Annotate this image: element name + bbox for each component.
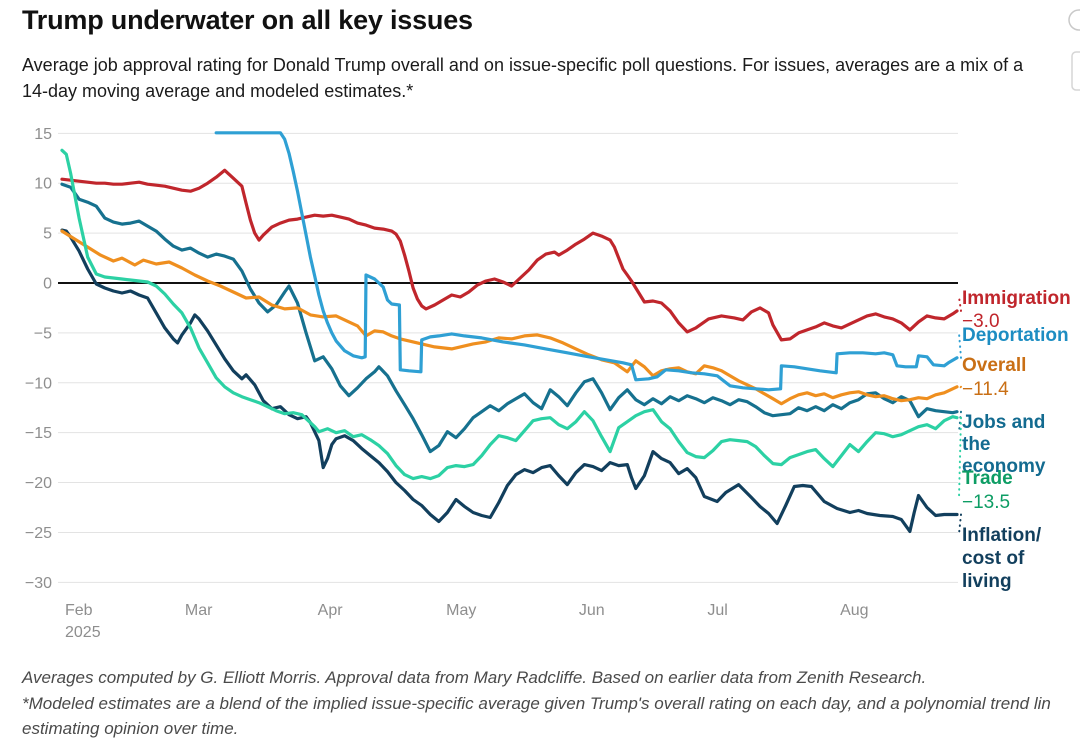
series-line-inflation-cost-of-living	[60, 228, 959, 533]
footnote-modeled-estimates: *Modeled estimates are a blend of the im…	[22, 693, 1051, 713]
series-label: the	[962, 434, 991, 455]
x-tick-label: Jun	[579, 602, 605, 619]
series-label: Inflation/	[962, 525, 1042, 546]
x-tick-label: Apr	[318, 602, 344, 619]
x-tick-label: Aug	[840, 602, 868, 619]
y-tick-label: 5	[43, 226, 52, 243]
series-label: Overall	[962, 355, 1026, 376]
series-label: Trade	[962, 468, 1013, 489]
y-tick-label: −30	[25, 575, 52, 592]
axis-labels: 15 10 5 0 −5 −10 −15 −20 −25 −30 Feb 2025 Mar Apr May J…	[25, 126, 869, 641]
y-tick-label: −20	[25, 475, 52, 492]
series-label: Jobs and	[962, 412, 1045, 433]
series-line-overall	[60, 229, 959, 406]
chart-header: Trump underwater on all key issues Avera…	[22, 5, 1062, 104]
series-value-label: −11.4	[962, 379, 1009, 400]
leader-line	[958, 296, 962, 312]
page-title: Trump underwater on all key issues	[22, 5, 473, 35]
x-tick-year-label: 2025	[65, 624, 101, 641]
series-label: Deportation	[962, 325, 1069, 346]
y-tick-label: 15	[34, 126, 52, 143]
series-label: economy	[962, 456, 1046, 477]
series-line-jobs-and-the-economy	[60, 182, 959, 454]
series-value-label: −3.0	[962, 311, 1000, 332]
leader-line	[958, 513, 962, 535]
leader-line	[958, 416, 962, 499]
series-label: cost of	[962, 548, 1025, 569]
series-label: Immigration	[962, 288, 1071, 309]
series-line-deportation	[214, 131, 959, 392]
share-circle-icon[interactable]	[1068, 9, 1080, 31]
series-lines	[60, 131, 959, 533]
leader-line	[958, 385, 962, 390]
y-tick-label: 0	[43, 276, 52, 293]
chart-footnotes: Averages computed by G. Elliott Morris. …	[22, 665, 1080, 742]
y-tick-label: 10	[34, 176, 52, 193]
x-tick-label: May	[446, 602, 476, 619]
gridlines	[58, 132, 958, 583]
chart-subtitle: Average job approval rating for Donald T…	[22, 55, 1024, 101]
footnote-sources: Averages computed by G. Elliott Morris. …	[22, 668, 927, 687]
x-tick-label: Feb	[65, 602, 93, 619]
x-tick-label: Jul	[707, 602, 727, 619]
series-label: living	[962, 571, 1012, 592]
series-value-label: −13.5	[962, 492, 1010, 513]
series-line-trade	[60, 148, 959, 481]
leader-line	[958, 410, 962, 433]
leader-line	[958, 332, 962, 359]
series-line-immigration	[60, 168, 959, 342]
download-panel-icon[interactable]	[1071, 51, 1080, 91]
y-tick-label: −5	[34, 325, 52, 342]
y-tick-label: −25	[25, 525, 52, 542]
y-tick-label: −15	[25, 425, 52, 442]
footnote-continued: estimating opinion over time.	[22, 719, 239, 738]
y-tick-label: −10	[25, 375, 52, 392]
x-tick-label: Mar	[185, 602, 213, 619]
